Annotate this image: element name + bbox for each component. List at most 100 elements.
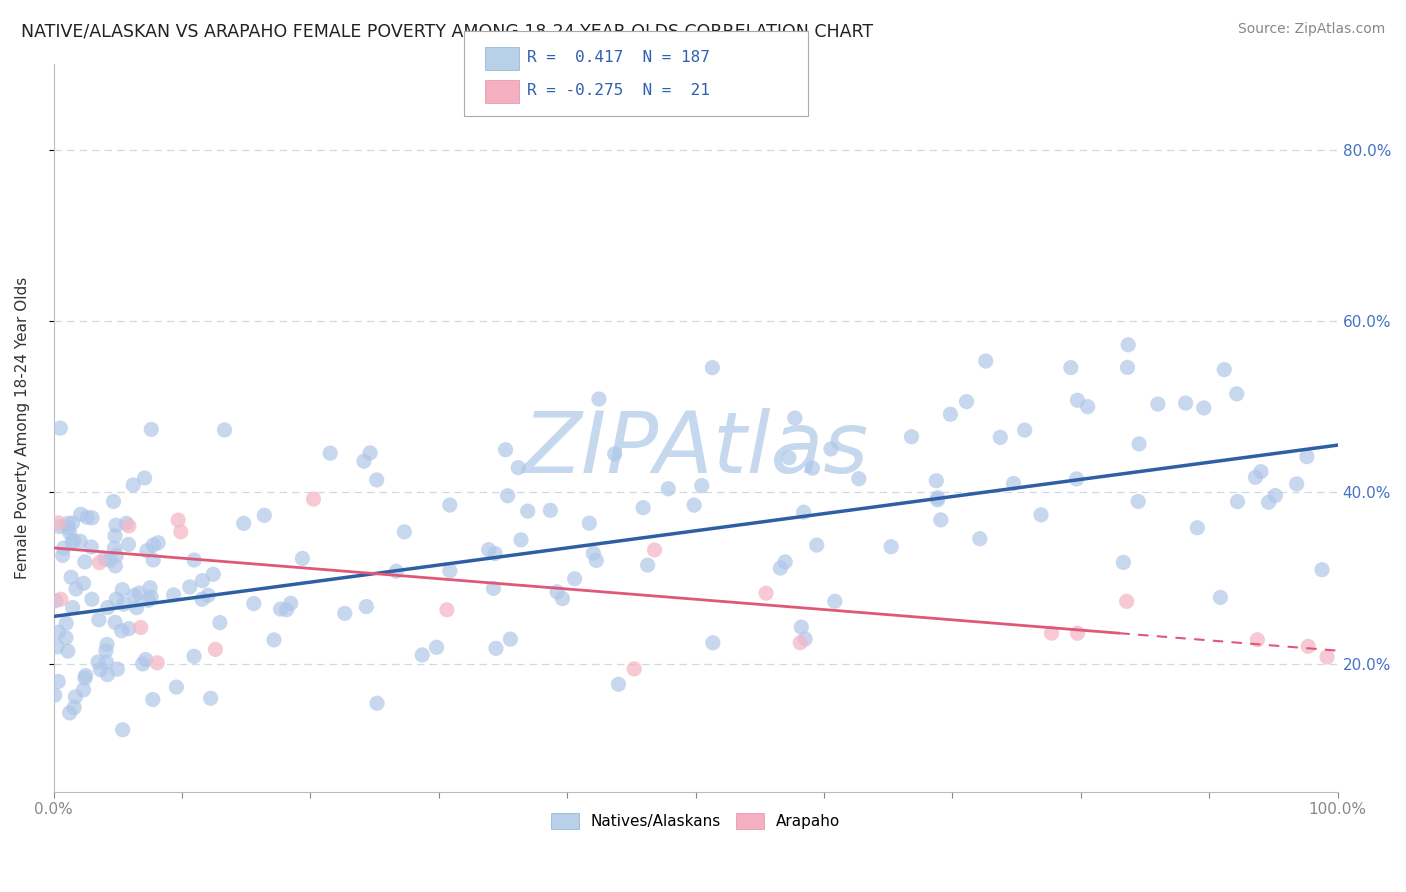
- Point: [131, 657, 153, 671]
- Point: [1066, 393, 1088, 408]
- Text: Source: ZipAtlas.com: Source: ZipAtlas.com: [1237, 22, 1385, 37]
- Point: [790, 620, 813, 634]
- Point: [439, 564, 461, 578]
- Point: [48, 516, 70, 530]
- Point: [197, 588, 219, 602]
- Point: [72, 682, 94, 697]
- Point: [1060, 360, 1083, 375]
- Point: [183, 649, 205, 664]
- Point: [134, 471, 156, 485]
- Point: [232, 516, 254, 531]
- Point: [96, 637, 118, 651]
- Point: [142, 553, 165, 567]
- Point: [45, 593, 67, 607]
- Point: [191, 574, 214, 588]
- Point: [200, 691, 222, 706]
- Point: [1209, 591, 1232, 605]
- Point: [103, 494, 125, 508]
- Point: [62, 516, 84, 530]
- Point: [52, 549, 75, 563]
- Point: [484, 547, 506, 561]
- Point: [631, 500, 654, 515]
- Y-axis label: Female Poverty Among 18-24 Year Olds: Female Poverty Among 18-24 Year Olds: [15, 277, 30, 579]
- Point: [73, 555, 96, 569]
- Point: [927, 492, 949, 507]
- Point: [280, 596, 302, 610]
- Point: [105, 662, 128, 676]
- Point: [69, 508, 91, 522]
- Point: [637, 558, 659, 573]
- Point: [62, 600, 84, 615]
- Point: [394, 524, 416, 539]
- Point: [1264, 489, 1286, 503]
- Point: [603, 447, 626, 461]
- Point: [80, 511, 103, 525]
- Point: [128, 586, 150, 600]
- Point: [46, 640, 69, 654]
- Point: [103, 541, 125, 555]
- Point: [49, 421, 72, 435]
- Point: [65, 690, 87, 704]
- Point: [366, 473, 388, 487]
- Point: [136, 543, 159, 558]
- Point: [104, 615, 127, 630]
- Point: [783, 411, 806, 425]
- Point: [1213, 362, 1236, 376]
- Point: [683, 498, 706, 512]
- Point: [538, 503, 561, 517]
- Point: [385, 564, 408, 578]
- Point: [1066, 472, 1088, 486]
- Point: [801, 461, 824, 475]
- Point: [623, 662, 645, 676]
- Point: [94, 644, 117, 658]
- Point: [93, 552, 115, 566]
- Point: [63, 700, 86, 714]
- Point: [1112, 556, 1135, 570]
- Point: [546, 585, 568, 599]
- Point: [142, 692, 165, 706]
- Point: [243, 597, 266, 611]
- Point: [65, 582, 87, 596]
- Point: [75, 668, 97, 682]
- Point: [87, 613, 110, 627]
- Point: [48, 625, 70, 640]
- Point: [56, 644, 79, 658]
- Point: [96, 667, 118, 681]
- Point: [988, 430, 1011, 444]
- Point: [55, 616, 77, 631]
- Point: [478, 542, 501, 557]
- Point: [319, 446, 342, 460]
- Point: [170, 524, 193, 539]
- Point: [48, 519, 70, 533]
- Point: [141, 422, 163, 436]
- Point: [411, 648, 433, 662]
- Point: [208, 615, 231, 630]
- Point: [551, 591, 574, 606]
- Text: R = -0.275  N =  21: R = -0.275 N = 21: [527, 84, 710, 98]
- Point: [291, 551, 314, 566]
- Point: [104, 558, 127, 573]
- Point: [516, 504, 538, 518]
- Point: [118, 519, 141, 533]
- Point: [52, 541, 75, 555]
- Point: [607, 677, 630, 691]
- Point: [62, 533, 84, 548]
- Point: [485, 641, 508, 656]
- Point: [927, 491, 949, 505]
- Point: [773, 555, 796, 569]
- Point: [356, 599, 378, 614]
- Point: [122, 589, 145, 603]
- Point: [129, 620, 152, 634]
- Point: [588, 392, 610, 406]
- Point: [122, 478, 145, 492]
- Point: [89, 556, 111, 570]
- Point: [955, 394, 977, 409]
- Point: [72, 576, 94, 591]
- Point: [139, 581, 162, 595]
- Point: [49, 592, 72, 607]
- Point: [105, 592, 128, 607]
- Point: [1147, 397, 1170, 411]
- Point: [69, 534, 91, 549]
- Point: [191, 592, 214, 607]
- Point: [939, 407, 962, 421]
